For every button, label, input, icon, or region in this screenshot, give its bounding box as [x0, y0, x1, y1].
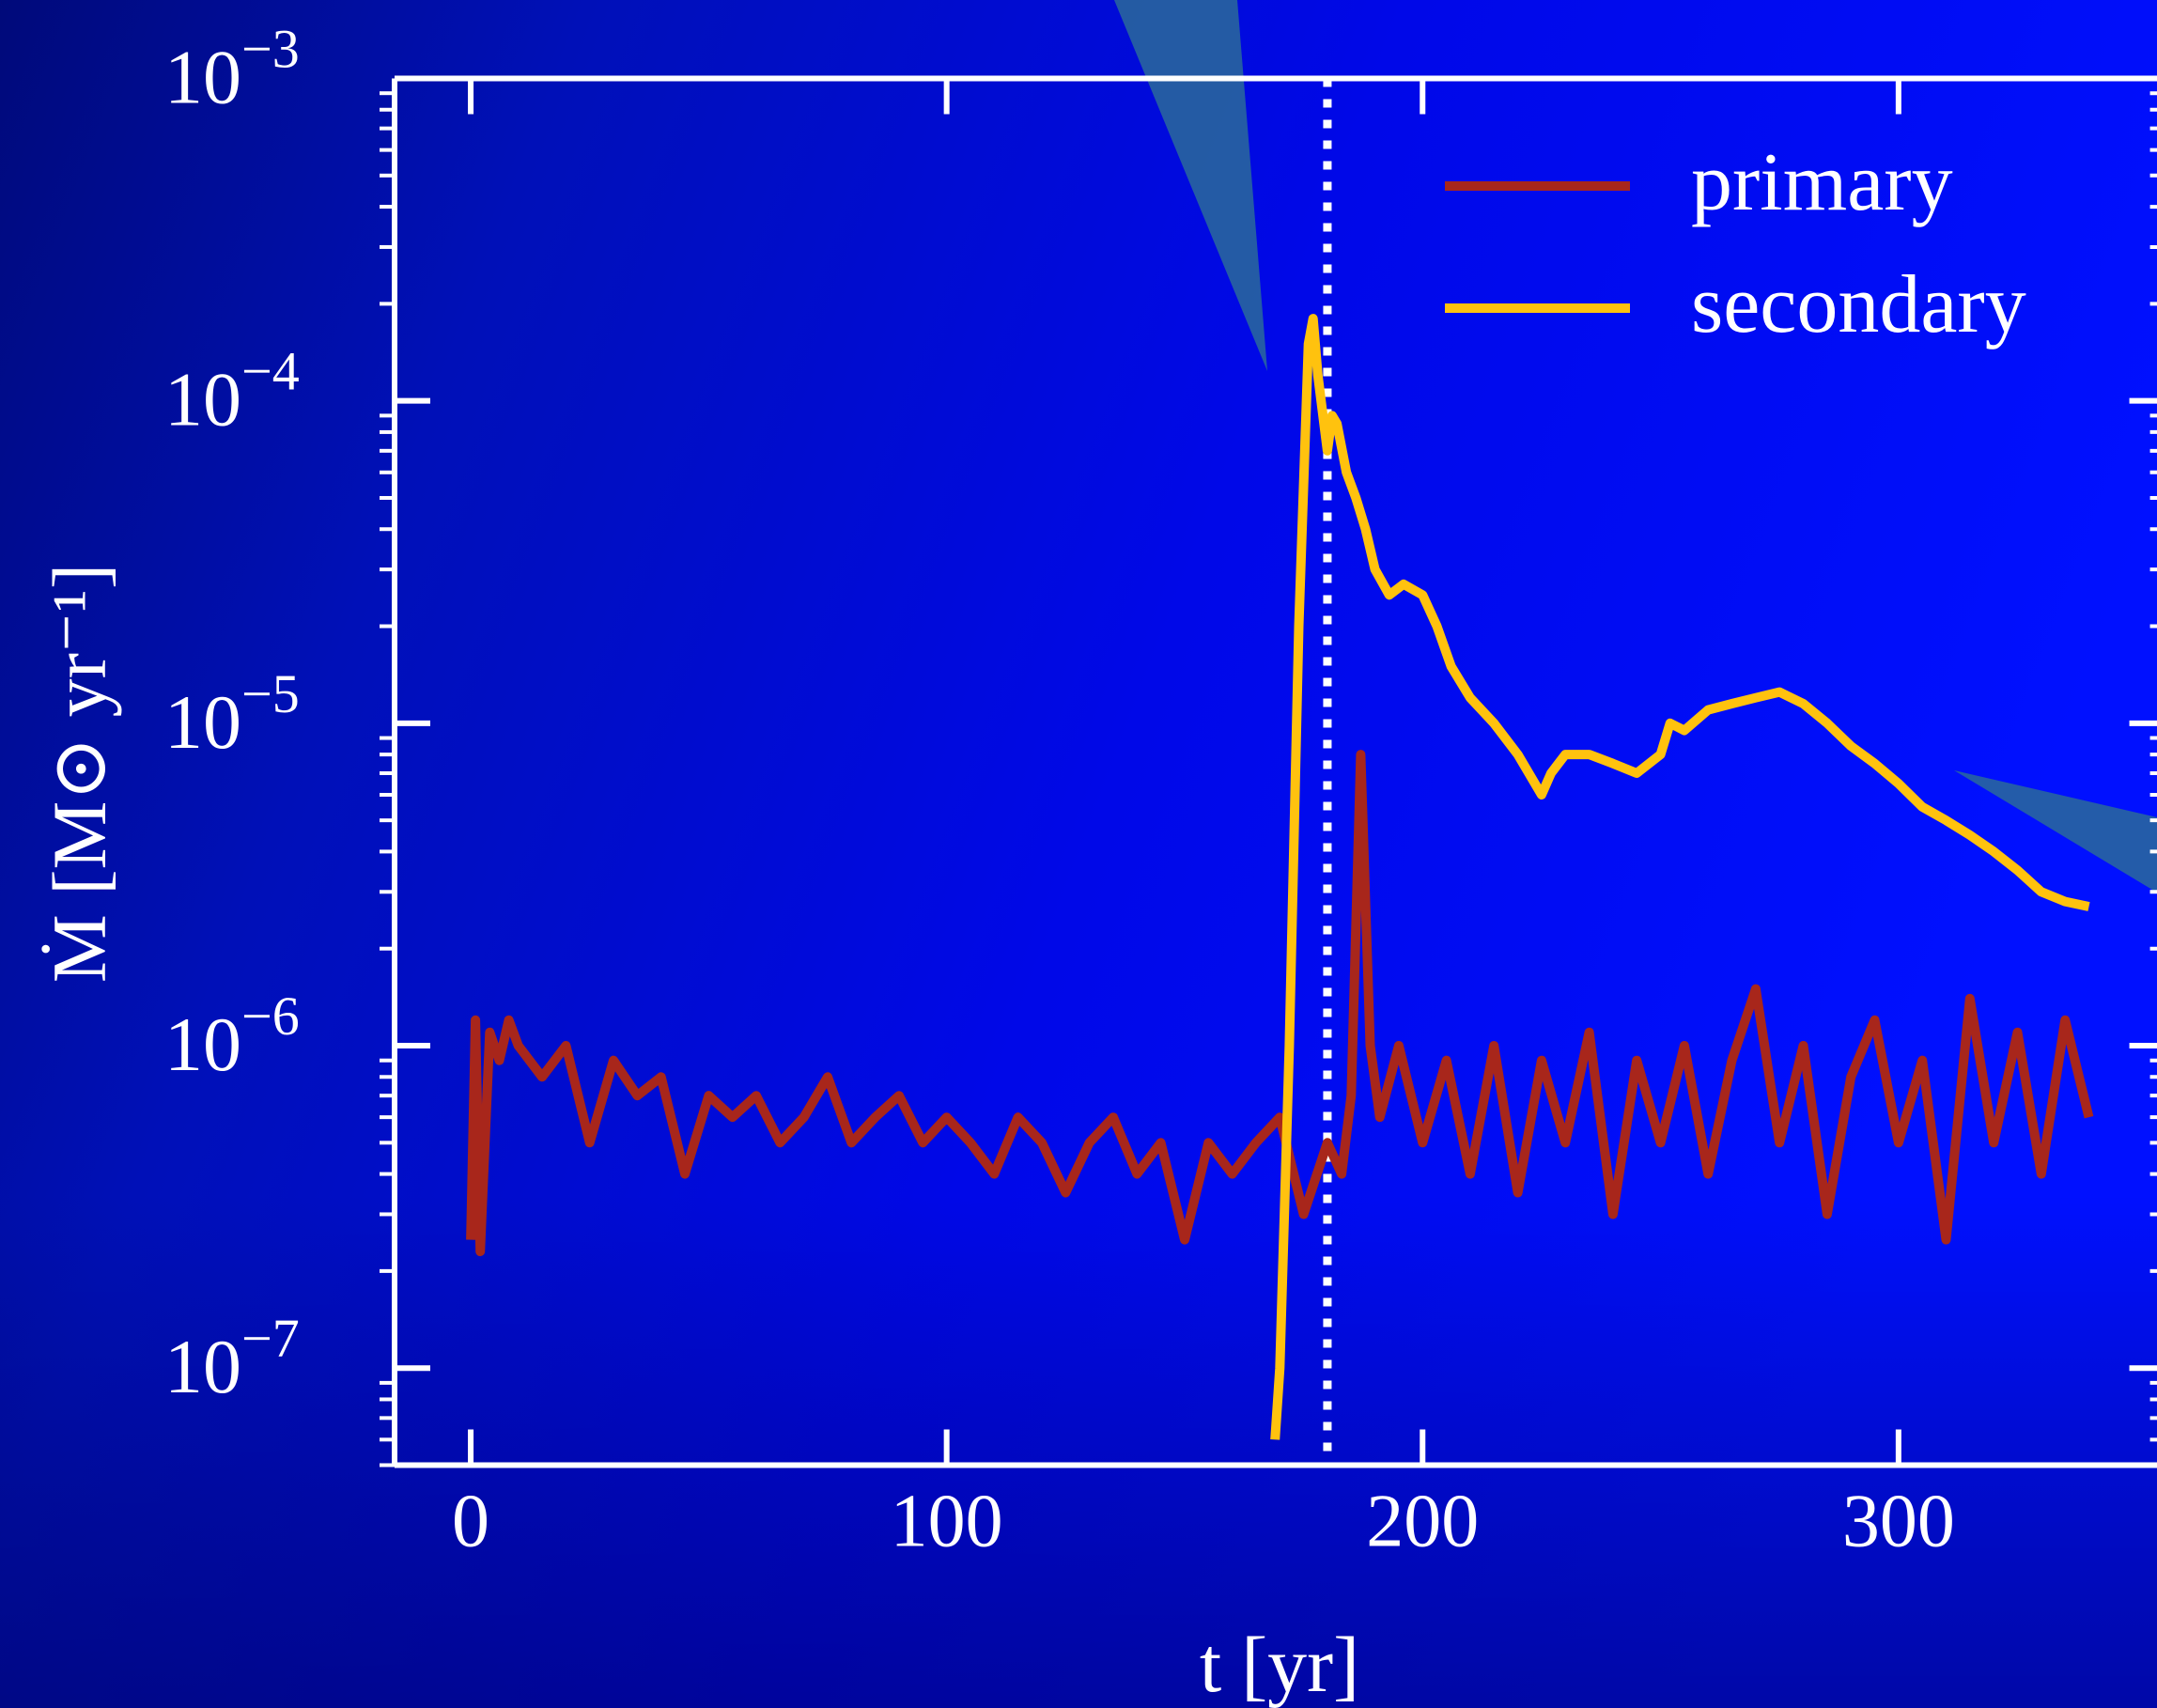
x-tick-label: 200 — [1366, 1481, 1479, 1563]
plot-area: 0 100 200 30010−310−410−510−610−7primarysec… — [37, 19, 2157, 1708]
x-tick-label: 300 — [1842, 1481, 1955, 1563]
y-tick-exponent: −7 — [241, 1308, 300, 1369]
decor-wedge — [1954, 770, 2157, 893]
x-tick-label: 0 — [452, 1481, 489, 1563]
series-line — [466, 750, 2094, 1257]
legend-label: primary — [1691, 137, 1953, 228]
y-tick-label: 10−3 — [164, 19, 300, 120]
decor-wedge — [1114, 0, 1267, 371]
y-tick-exponent: −3 — [241, 19, 300, 80]
y-tick-exponent: −4 — [241, 341, 300, 402]
y-tick-exponent: −5 — [241, 663, 300, 724]
y-axis-label: Ṁ [M⊙ yr⁻¹] — [37, 564, 122, 983]
series-line — [1270, 314, 2090, 1440]
y-tick-exponent: −6 — [241, 986, 300, 1047]
x-axis-label: t [yr] — [1200, 1622, 1359, 1708]
x-tick-label: 100 — [891, 1481, 1003, 1563]
legend-label: secondary — [1691, 259, 2026, 350]
